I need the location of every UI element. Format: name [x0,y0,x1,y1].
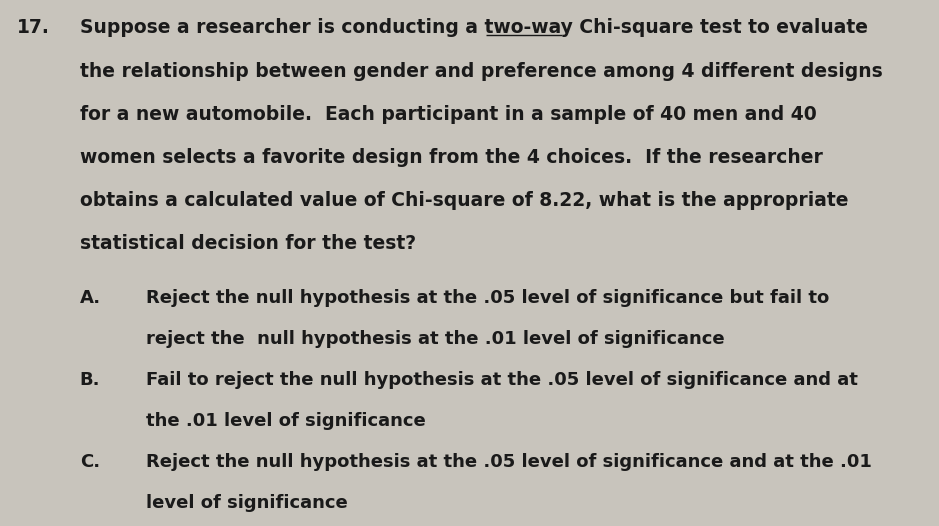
Text: Reject the null hypothesis at the .05 level of significance and at the .01: Reject the null hypothesis at the .05 le… [146,453,871,471]
Text: 17.: 17. [17,18,50,37]
Text: Fail to reject the null hypothesis at the .05 level of significance and at: Fail to reject the null hypothesis at th… [146,371,857,389]
Text: C.: C. [80,453,100,471]
Text: reject the  null hypothesis at the .01 level of significance: reject the null hypothesis at the .01 le… [146,330,724,348]
Text: the .01 level of significance: the .01 level of significance [146,412,425,430]
Text: level of significance: level of significance [146,494,347,512]
Text: Suppose a researcher is conducting a two-way Chi-square test to evaluate: Suppose a researcher is conducting a two… [80,18,868,37]
Text: Reject the null hypothesis at the .05 level of significance but fail to: Reject the null hypothesis at the .05 le… [146,289,829,307]
Text: women selects a favorite design from the 4 choices.  If the researcher: women selects a favorite design from the… [80,148,823,167]
Text: obtains a calculated value of Chi-square of 8.22, what is the appropriate: obtains a calculated value of Chi-square… [80,191,848,210]
Text: A.: A. [80,289,100,307]
Text: statistical decision for the test?: statistical decision for the test? [80,234,416,253]
Text: the relationship between gender and preference among 4 different designs: the relationship between gender and pref… [80,62,883,80]
Text: for a new automobile.  Each participant in a sample of 40 men and 40: for a new automobile. Each participant i… [80,105,817,124]
Text: B.: B. [80,371,100,389]
